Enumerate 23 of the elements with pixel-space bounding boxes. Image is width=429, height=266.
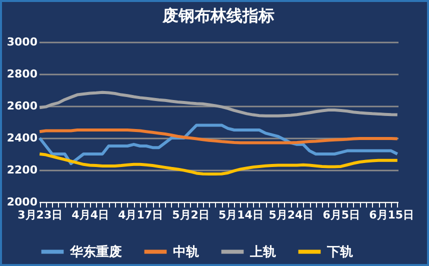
line-series [38,152,399,176]
y-tick-label: 2800 [6,68,38,80]
x-tick-label: 6月5日 [322,208,360,222]
y-tick-label: 2000 [6,196,38,208]
y-tick-label: 2200 [6,164,38,176]
line-series [38,124,399,166]
chart-title: 废钢布林线指标 [162,6,274,25]
legend-label: 上轨 [249,244,276,260]
x-tick-label: 5月14日 [218,208,264,222]
legend-label: 中轨 [173,244,199,260]
y-tick-label: 3000 [6,36,38,48]
x-tick-label: 6月15日 [369,208,414,222]
x-tick-label: 3月23日 [18,208,63,222]
legend-label: 下轨 [326,244,353,260]
x-tick-label: 4月4日 [72,208,109,222]
x-tick-label: 5月24日 [268,208,314,222]
line-series [38,128,399,144]
line-series [38,90,399,118]
x-tick-label: 5月2日 [172,208,210,222]
y-tick-label: 2600 [6,100,38,112]
y-tick-label: 2400 [6,132,38,144]
x-tick-label: 4月17日 [118,208,164,222]
legend-label: 华东重废 [69,244,122,260]
